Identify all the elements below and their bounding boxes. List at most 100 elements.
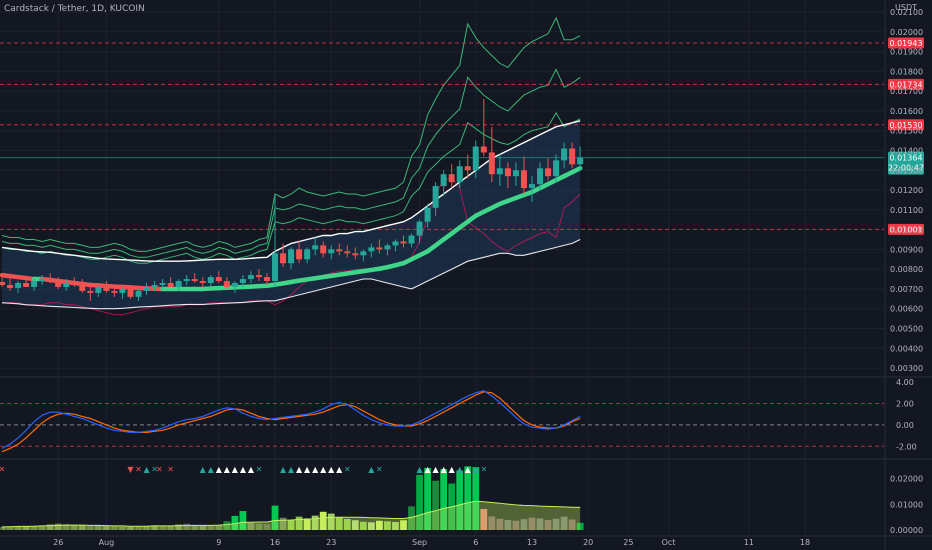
candle <box>456 160 463 189</box>
volume-bar <box>528 517 536 530</box>
candle-body <box>231 283 238 287</box>
time-axis[interactable]: 26 Aug 9 16 23 Sep 6 13 20 25 Oct 11 18 <box>53 538 810 547</box>
volume-bar <box>416 474 423 530</box>
oscillator-tick: -2.00 <box>896 442 917 451</box>
candles[interactable] <box>0 99 584 301</box>
volume-bar <box>86 525 94 530</box>
candle-body <box>352 253 359 256</box>
candle <box>280 243 287 268</box>
time-tick: 25 <box>623 538 633 547</box>
volume-bar <box>367 522 375 530</box>
price-tick: 0.01500 <box>890 127 923 136</box>
candle-body <box>47 279 54 282</box>
volume-bar <box>520 519 528 530</box>
price-tick: 0.00500 <box>890 325 923 334</box>
oscillator-pane[interactable]: 4.00 2.00 0.00 -2.00 <box>0 378 917 453</box>
candle <box>569 142 576 169</box>
candle <box>360 249 367 262</box>
candle-body <box>537 168 544 185</box>
volume-bar <box>215 525 223 530</box>
signal-marker: ✕ <box>0 465 5 474</box>
signal-marker: ▲ <box>425 465 432 474</box>
candle-body <box>39 279 46 282</box>
volume-bar <box>143 526 150 530</box>
signal-marker: ▲ <box>288 465 295 474</box>
price-tick: 0.01400 <box>890 146 923 155</box>
volume-bar <box>303 518 311 530</box>
candle <box>288 247 295 270</box>
candle-body <box>135 290 142 297</box>
signal-marker: ▲ <box>304 465 311 474</box>
time-tick: 9 <box>216 538 221 547</box>
candle <box>7 279 14 291</box>
candle-body <box>103 286 110 291</box>
volume-bar <box>440 468 448 530</box>
signal-marker: ▲ <box>248 465 255 474</box>
volume-pane[interactable]: 0.02000 0.01000 0.00000 <box>0 466 923 535</box>
candle <box>384 243 391 256</box>
currency-label: USDT <box>895 3 917 12</box>
candle <box>480 99 487 157</box>
candle-body <box>553 160 560 177</box>
candle <box>0 277 5 287</box>
price-axis[interactable]: USDT 0.01943 0.01734 0.01530 0.01001 0.01364… <box>888 3 924 373</box>
volume-bar <box>0 526 6 530</box>
candle <box>448 164 455 189</box>
signal-marker: ▲ <box>473 465 480 474</box>
volume-bar <box>207 525 215 530</box>
outer-band-line <box>1 16 581 252</box>
volume-bar <box>552 518 560 530</box>
envelope-lines <box>1 120 581 310</box>
candle <box>553 154 560 183</box>
signal-marker: ✕ <box>344 465 351 474</box>
signal-marker: ✕ <box>480 465 487 474</box>
candle-body <box>368 247 375 252</box>
price-tick: 0.01800 <box>890 67 923 76</box>
candle <box>103 281 110 293</box>
volume-bar <box>78 525 86 530</box>
candle-body <box>7 284 14 288</box>
candle-body <box>31 281 38 287</box>
candle <box>191 273 198 284</box>
candle <box>151 281 158 291</box>
time-tick: 11 <box>744 538 754 547</box>
price-tick: 0.01100 <box>890 206 923 215</box>
candle <box>55 277 62 289</box>
volume-bar <box>335 516 343 530</box>
volume-bar <box>167 526 175 530</box>
candle-body <box>569 148 576 165</box>
candle <box>545 158 552 181</box>
candle <box>488 126 495 183</box>
volume-bar <box>135 526 142 530</box>
upper-envelope-line <box>1 120 581 262</box>
volume-bar <box>94 525 102 530</box>
candle-body <box>223 281 230 287</box>
signal-marker: ✕ <box>135 465 142 474</box>
candle <box>416 219 423 244</box>
candle <box>368 243 375 258</box>
candle <box>167 277 174 287</box>
signal-marker: ▲ <box>216 465 223 474</box>
candle <box>496 154 503 187</box>
candle-body <box>480 146 487 153</box>
signal-marker: ▲ <box>441 465 448 474</box>
candle <box>392 239 399 252</box>
candle-body <box>520 170 527 189</box>
candle-body <box>456 166 463 183</box>
volume-bar <box>14 526 22 530</box>
candle-body <box>577 157 584 165</box>
time-tick: 16 <box>270 538 280 547</box>
price-tick: 0.00800 <box>890 265 923 274</box>
candle <box>577 146 584 171</box>
candle-body <box>111 290 118 293</box>
candle <box>520 156 527 194</box>
countdown-label: 22:00:47 <box>888 164 924 173</box>
volume-bar <box>384 521 391 530</box>
volume-bar <box>424 467 431 530</box>
candle-body <box>71 283 78 285</box>
symbol-title[interactable]: Cardstack / Tether, 1D, KUCOIN <box>4 4 145 14</box>
signal-marker: ▼ <box>127 465 134 474</box>
oscillator-fast-line <box>1 390 581 449</box>
time-tick: 26 <box>53 538 63 547</box>
